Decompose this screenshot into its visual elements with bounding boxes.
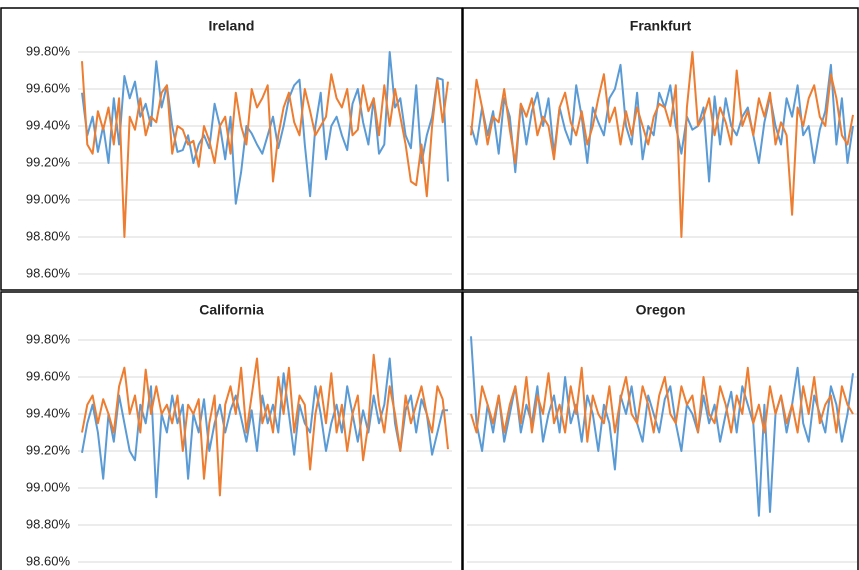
series-line	[470, 51, 854, 238]
chart-title: Frankfurt	[630, 18, 692, 34]
chart-panel: Oregon	[462, 291, 859, 570]
series-line	[470, 336, 854, 517]
series-line	[470, 366, 854, 443]
y-tick-label: 99.00%	[26, 191, 71, 206]
y-tick-label: 98.60%	[26, 265, 71, 280]
panel-border	[462, 7, 859, 291]
y-tick-label: 99.00%	[26, 479, 71, 494]
y-tick-label: 99.80%	[26, 331, 71, 346]
chart-panel: California 98.60% 98.80% 99.00% 99.20% 99.40%…	[0, 291, 463, 570]
y-tick-label: 98.80%	[26, 516, 71, 531]
series-line	[81, 51, 449, 205]
chart-panel: Frankfurt	[462, 7, 859, 291]
chart-panel: Ireland 98.60% 98.80% 99.00% 99.20% 99.40% 99.…	[0, 7, 463, 291]
y-tick-label: 99.20%	[26, 154, 71, 169]
y-tick-label: 99.40%	[26, 405, 71, 420]
chart-title: California	[199, 302, 264, 318]
panel-border	[0, 7, 463, 291]
chart-title: Oregon	[636, 302, 686, 318]
series-line	[470, 63, 854, 183]
series-line	[81, 61, 449, 238]
series-line	[81, 357, 448, 499]
y-tick-label: 99.60%	[26, 368, 71, 383]
chart-title: Ireland	[209, 18, 255, 34]
y-tick-label: 98.80%	[26, 228, 71, 243]
y-tick-label: 98.60%	[26, 553, 71, 568]
panel-border	[462, 291, 859, 570]
series-line	[81, 353, 449, 497]
y-tick-label: 99.80%	[26, 43, 71, 58]
panel-border	[0, 291, 463, 570]
y-tick-label: 99.20%	[26, 442, 71, 457]
y-tick-label: 99.60%	[26, 80, 71, 95]
y-tick-label: 99.40%	[26, 117, 71, 132]
